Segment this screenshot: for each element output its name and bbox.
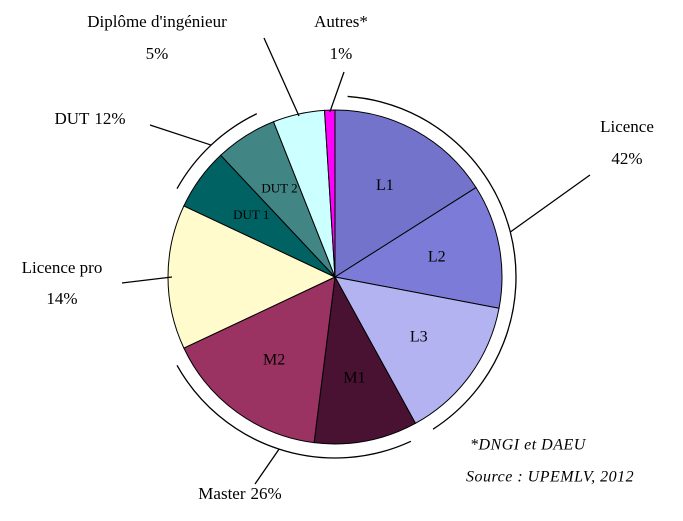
leader-line [254,448,280,485]
slice-label: L3 [410,329,428,346]
group-name: Master [198,484,246,503]
group-name: DUT [54,109,90,128]
group-value: 1% [330,44,353,63]
slice-label: M1 [343,369,365,386]
group-name: Autres* [314,12,368,31]
leader-line [121,276,173,284]
group-name: Licence pro [22,258,103,277]
slice-label: L2 [428,248,446,265]
leader-line [263,37,300,117]
group-label: DUT 12% [54,109,125,128]
pie-slice [313,275,417,445]
pie-slice [333,186,503,309]
pie-slice [323,109,336,278]
group-name: Licence [600,117,654,136]
pie-slice [183,276,336,444]
slice-label: M2 [263,351,285,368]
slice-label: DUT 1 [233,207,269,222]
footnote: *DNGI et DAEU [470,437,587,454]
slice-label: DUT 2 [261,181,297,196]
source: Source : UPEMLV, 2012 [466,469,634,486]
leader-line [149,124,212,146]
group-value: 14% [46,289,77,308]
group-value: 42% [611,149,642,168]
group-bracket [347,95,517,430]
group-bracket [176,364,412,459]
group-label: Master 26% [198,484,281,503]
pie-slice [334,276,500,425]
group-value: 12% [94,109,125,128]
group-value: 5% [146,44,169,63]
leader-line [509,174,591,233]
group-value: 26% [251,484,282,503]
leader-line [329,71,345,113]
pie-slice [334,109,477,278]
group-name: Diplôme d'ingénieur [87,12,227,31]
slice-label: L1 [376,177,394,194]
